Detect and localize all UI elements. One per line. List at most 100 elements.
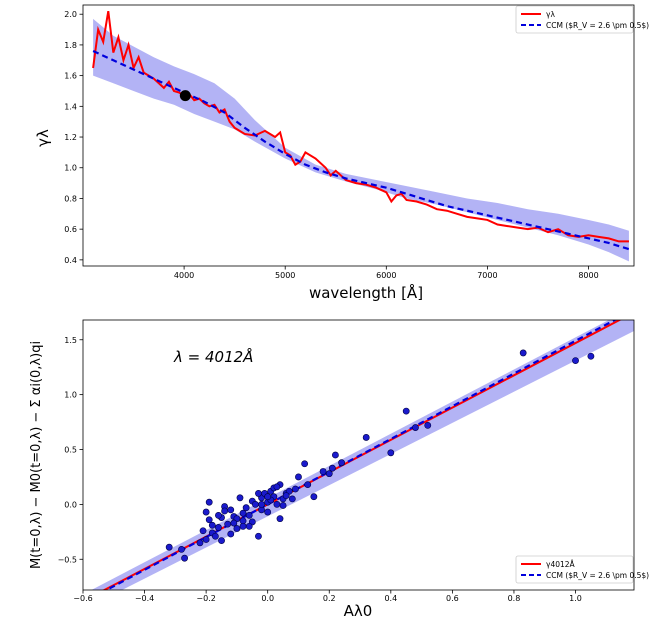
scatter-point <box>572 357 579 365</box>
top-x-tick-label: 7000 <box>477 271 497 280</box>
bottom-panel: −0.6 −0.4 −0.2 0.0 0.2 0.4 0.6 0.8 1.0 −0.5 0.0 0.… <box>29 319 649 620</box>
scatter-point <box>279 502 287 509</box>
scatter-point <box>362 434 370 441</box>
bottom-y-ticks: −0.5 0.0 0.5 1.0 1.5 <box>58 336 83 564</box>
scatter-point <box>258 500 265 508</box>
bottom-legend: γ4012Å CCM ($R_V = 2.6 \pm 0.5$) <box>515 555 649 584</box>
bottom-x-tick-label: −0.6 <box>73 594 92 603</box>
scatter-point <box>255 532 262 540</box>
top-y-tick-label: 2.0 <box>64 10 77 19</box>
bottom-x-tick-label: 0.6 <box>446 594 459 603</box>
bottom-x-tick-label: 0.8 <box>508 594 521 603</box>
top-y-tick-label: 1.0 <box>64 164 77 173</box>
top-x-tick-label: 8000 <box>578 271 598 280</box>
scatter-point <box>424 421 432 429</box>
bottom-x-axis-title: Aλ0 <box>344 602 373 620</box>
scatter-point <box>245 511 253 519</box>
bottom-y-tick-label: −0.5 <box>58 555 77 564</box>
scatter-point <box>239 522 247 530</box>
scatter-point <box>301 460 309 468</box>
top-x-tick-label: 5000 <box>275 271 295 280</box>
scatter-point <box>215 524 222 531</box>
scatter-point <box>310 493 318 501</box>
top-y-tick-label: 1.2 <box>64 133 77 142</box>
scatter-point <box>304 481 312 489</box>
bottom-y-tick-label: 0.0 <box>64 500 77 509</box>
scatter-point <box>205 498 213 506</box>
scatter-point <box>276 515 284 523</box>
top-wavelength-marker <box>179 90 191 102</box>
scatter-point <box>202 508 210 516</box>
bottom-x-tick-label: 0.2 <box>323 594 336 603</box>
bottom-scatter-points <box>165 349 595 562</box>
top-y-tick-label: 1.4 <box>64 102 77 111</box>
top-legend-box <box>515 5 634 34</box>
top-y-axis-title: γλ <box>34 129 52 147</box>
top-band-area <box>93 18 629 262</box>
scatter-point <box>227 530 235 538</box>
scatter-point <box>387 449 395 457</box>
scatter-point <box>338 459 345 467</box>
top-y-tick-label: 0.6 <box>64 225 77 234</box>
scatter-point <box>230 519 238 527</box>
bottom-y-tick-label: 0.5 <box>64 446 77 455</box>
scatter-point <box>165 543 173 551</box>
top-y-tick-label: 0.8 <box>64 194 77 203</box>
bottom-annotation: λ = 4012Å <box>173 347 253 366</box>
bottom-plot-frame <box>82 319 635 591</box>
scatter-point <box>587 352 595 360</box>
scatter-point <box>205 516 213 524</box>
scatter-point <box>328 464 336 472</box>
top-series <box>92 10 630 251</box>
top-x-axis-title: wavelength [Å] <box>309 283 423 302</box>
scatter-point <box>332 451 339 459</box>
top-y-tick-label: 0.4 <box>64 256 77 265</box>
scatter-point <box>224 520 232 528</box>
top-uncertainty-band <box>93 18 629 262</box>
top-gamma-line <box>92 10 629 243</box>
scatter-point <box>215 511 222 519</box>
scatter-point <box>218 537 225 545</box>
scatter-point <box>273 483 281 491</box>
scatter-point <box>288 495 296 503</box>
scatter-point <box>319 468 327 475</box>
scatter-point <box>251 500 259 508</box>
top-legend-label-ccm: CCM ($R_V = 2.6 \pm 0.5$) <box>546 21 649 30</box>
scatter-point <box>233 525 241 532</box>
top-y-ticks: 0.4 0.6 0.8 1.0 1.2 1.4 1.6 1.8 2.0 <box>64 10 83 265</box>
top-x-ticks: 4000 5000 6000 7000 8000 <box>174 266 599 280</box>
scatter-point <box>208 521 216 529</box>
scatter-point <box>227 506 235 514</box>
top-legend-label-gamma: γλ <box>546 10 555 19</box>
top-y-tick-label: 1.6 <box>64 72 77 81</box>
scatter-point <box>291 485 299 493</box>
top-marker <box>179 90 191 102</box>
bottom-x-tick-label: −0.4 <box>135 594 154 603</box>
bottom-legend-box <box>515 555 634 584</box>
top-y-tick-label: 1.8 <box>64 41 77 50</box>
scatter-point <box>236 494 244 502</box>
bottom-x-ticks: −0.6 −0.4 −0.2 0.0 0.2 0.4 0.6 0.8 1.0 <box>73 590 582 603</box>
top-x-tick-label: 4000 <box>174 271 194 280</box>
bottom-legend-label-gamma: γ4012Å <box>546 560 576 569</box>
scatter-point <box>178 545 185 553</box>
bottom-x-tick-label: 0.4 <box>384 594 397 603</box>
top-panel: 4000 5000 6000 7000 8000 0.4 0.6 0.8 1.0 1.2 1.4 1… <box>34 4 649 302</box>
scatter-point <box>295 473 302 481</box>
top-x-tick-label: 6000 <box>376 271 396 280</box>
scatter-point <box>242 504 250 512</box>
scatter-point <box>264 508 272 516</box>
scatter-point <box>519 349 527 357</box>
bottom-x-tick-label: 1.0 <box>569 594 582 603</box>
top-ccm-line <box>92 50 630 251</box>
scatter-point <box>325 470 333 478</box>
bottom-ccm-line <box>104 320 618 590</box>
bottom-y-tick-label: 1.5 <box>64 336 77 345</box>
scatter-point <box>245 522 253 530</box>
scatter-point <box>412 424 419 431</box>
scatter-point <box>282 492 290 500</box>
bottom-x-tick-label: −0.2 <box>196 594 215 603</box>
bottom-fit-lines <box>102 320 622 590</box>
scatter-point <box>402 407 410 415</box>
